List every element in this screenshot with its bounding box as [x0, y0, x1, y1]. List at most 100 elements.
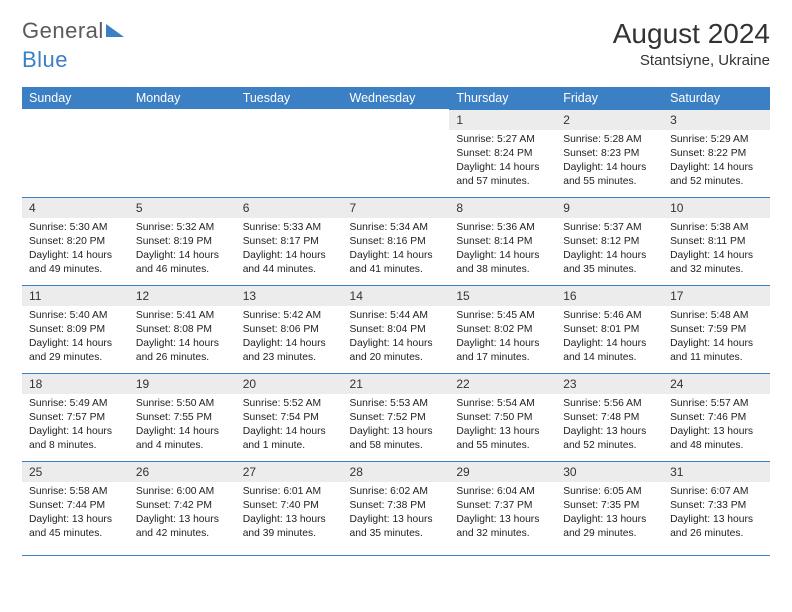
- sunset-text: Sunset: 7:48 PM: [563, 411, 656, 425]
- day-number: 11: [22, 285, 129, 306]
- sunrise-text: Sunrise: 5:30 AM: [29, 221, 122, 235]
- daylight-text: Daylight: 14 hours and 4 minutes.: [136, 425, 229, 453]
- day-number: 14: [343, 285, 450, 306]
- sunrise-text: Sunrise: 5:57 AM: [670, 397, 763, 411]
- day-number: 7: [343, 197, 450, 218]
- day-number: 25: [22, 461, 129, 482]
- sunrise-text: Sunrise: 5:27 AM: [456, 133, 549, 147]
- calendar-week: 4 Sunrise: 5:30 AMSunset: 8:20 PM Daylight…: [22, 197, 770, 285]
- day-header: Monday: [129, 87, 236, 109]
- brand-part2: Blue: [22, 47, 68, 73]
- sunrise-text: Sunrise: 5:50 AM: [136, 397, 229, 411]
- daylight-text: Daylight: 14 hours and 1 minute.: [243, 425, 336, 453]
- sunset-text: Sunset: 8:04 PM: [350, 323, 443, 337]
- daylight-text: Daylight: 14 hours and 29 minutes.: [29, 337, 122, 365]
- sunrise-text: Sunrise: 5:49 AM: [29, 397, 122, 411]
- daylight-text: Daylight: 14 hours and 38 minutes.: [456, 249, 549, 277]
- calendar-cell: 2Sunrise: 5:28 AMSunset: 8:23 PMDaylight…: [556, 109, 663, 197]
- daylight-text: Daylight: 14 hours and 14 minutes.: [563, 337, 656, 365]
- daylight-text: Daylight: 14 hours and 46 minutes.: [136, 249, 229, 277]
- day-number: 26: [129, 461, 236, 482]
- calendar-week: ........1Sunrise: 5:27 AMSunset: 8:24 PM…: [22, 109, 770, 197]
- daylight-text: Daylight: 14 hours and 20 minutes.: [350, 337, 443, 365]
- calendar-cell: 29Sunrise: 6:04 AMSunset: 7:37 PMDayligh…: [449, 461, 556, 555]
- title-block: August 2024 Stantsiyne, Ukraine: [613, 18, 770, 69]
- sunrise-text: Sunrise: 5:32 AM: [136, 221, 229, 235]
- calendar-cell: 16Sunrise: 5:46 AMSunset: 8:01 PMDayligh…: [556, 285, 663, 373]
- sunrise-text: Sunrise: 5:38 AM: [670, 221, 763, 235]
- day-details: Sunrise: 6:00 AMSunset: 7:42 PMDaylight:…: [129, 482, 236, 546]
- day-number: 22: [449, 373, 556, 394]
- sunrise-text: Sunrise: 5:53 AM: [350, 397, 443, 411]
- sunset-text: Sunset: 8:16 PM: [350, 235, 443, 249]
- day-details: Sunrise: 5:58 AMSunset: 7:44 PMDaylight:…: [22, 482, 129, 546]
- day-details: Sunrise: 5:56 AMSunset: 7:48 PMDaylight:…: [556, 394, 663, 458]
- calendar-cell: 14Sunrise: 5:44 AMSunset: 8:04 PMDayligh…: [343, 285, 450, 373]
- day-number: 4: [22, 197, 129, 218]
- calendar-cell: 9Sunrise: 5:37 AMSunset: 8:12 PMDaylight…: [556, 197, 663, 285]
- day-number: 1: [449, 109, 556, 130]
- calendar-cell: 27Sunrise: 6:01 AMSunset: 7:40 PMDayligh…: [236, 461, 343, 555]
- daylight-text: Daylight: 14 hours and 57 minutes.: [456, 161, 549, 189]
- day-number: 18: [22, 373, 129, 394]
- calendar-cell: 19Sunrise: 5:50 AMSunset: 7:55 PMDayligh…: [129, 373, 236, 461]
- daylight-text: Daylight: 14 hours and 32 minutes.: [670, 249, 763, 277]
- day-header: Sunday: [22, 87, 129, 109]
- calendar-cell: 12Sunrise: 5:41 AMSunset: 8:08 PMDayligh…: [129, 285, 236, 373]
- calendar-cell: 1Sunrise: 5:27 AMSunset: 8:24 PMDaylight…: [449, 109, 556, 197]
- daylight-text: Daylight: 14 hours and 55 minutes.: [563, 161, 656, 189]
- sunrise-text: Sunrise: 5:52 AM: [243, 397, 336, 411]
- calendar-cell: 7Sunrise: 5:34 AMSunset: 8:16 PMDaylight…: [343, 197, 450, 285]
- sunset-text: Sunset: 8:22 PM: [670, 147, 763, 161]
- day-details: Sunrise: 5:29 AMSunset: 8:22 PMDaylight:…: [663, 130, 770, 194]
- sunrise-text: Sunrise: 5:58 AM: [29, 485, 122, 499]
- day-number: 29: [449, 461, 556, 482]
- calendar-cell: 11Sunrise: 5:40 AMSunset: 8:09 PMDayligh…: [22, 285, 129, 373]
- calendar-cell: 13Sunrise: 5:42 AMSunset: 8:06 PMDayligh…: [236, 285, 343, 373]
- calendar-cell: 6Sunrise: 5:33 AMSunset: 8:17 PMDaylight…: [236, 197, 343, 285]
- day-number: 28: [343, 461, 450, 482]
- sunset-text: Sunset: 8:08 PM: [136, 323, 229, 337]
- day-number: 9: [556, 197, 663, 218]
- day-details: Sunrise: 5:49 AMSunset: 7:57 PMDaylight:…: [22, 394, 129, 458]
- calendar-cell: 20Sunrise: 5:52 AMSunset: 7:54 PMDayligh…: [236, 373, 343, 461]
- daylight-text: Daylight: 13 hours and 58 minutes.: [350, 425, 443, 453]
- sunrise-text: Sunrise: 5:41 AM: [136, 309, 229, 323]
- sunrise-text: Sunrise: 5:36 AM: [456, 221, 549, 235]
- sunrise-text: Sunrise: 5:29 AM: [670, 133, 763, 147]
- day-details: Sunrise: 5:57 AMSunset: 7:46 PMDaylight:…: [663, 394, 770, 458]
- day-number: 27: [236, 461, 343, 482]
- calendar-week: 18Sunrise: 5:49 AMSunset: 7:57 PMDayligh…: [22, 373, 770, 461]
- sunset-text: Sunset: 8:01 PM: [563, 323, 656, 337]
- day-details: Sunrise: 5:54 AMSunset: 7:50 PMDaylight:…: [449, 394, 556, 458]
- day-number: 30: [556, 461, 663, 482]
- day-details: Sunrise: 6:04 AMSunset: 7:37 PMDaylight:…: [449, 482, 556, 546]
- daylight-text: Daylight: 14 hours and 52 minutes.: [670, 161, 763, 189]
- sunset-text: Sunset: 7:57 PM: [29, 411, 122, 425]
- calendar-cell: 22Sunrise: 5:54 AMSunset: 7:50 PMDayligh…: [449, 373, 556, 461]
- day-number: 19: [129, 373, 236, 394]
- sunrise-text: Sunrise: 5:56 AM: [563, 397, 656, 411]
- calendar-cell: 17Sunrise: 5:48 AMSunset: 7:59 PMDayligh…: [663, 285, 770, 373]
- day-header: Thursday: [449, 87, 556, 109]
- daylight-text: Daylight: 13 hours and 42 minutes.: [136, 513, 229, 541]
- sunrise-text: Sunrise: 5:54 AM: [456, 397, 549, 411]
- calendar-cell: ..: [343, 109, 450, 197]
- sunset-text: Sunset: 8:20 PM: [29, 235, 122, 249]
- calendar-week: 11Sunrise: 5:40 AMSunset: 8:09 PMDayligh…: [22, 285, 770, 373]
- month-title: August 2024: [613, 18, 770, 50]
- day-number: 24: [663, 373, 770, 394]
- sunset-text: Sunset: 8:11 PM: [670, 235, 763, 249]
- daylight-text: Daylight: 13 hours and 35 minutes.: [350, 513, 443, 541]
- sunrise-text: Sunrise: 5:42 AM: [243, 309, 336, 323]
- sunrise-text: Sunrise: 5:37 AM: [563, 221, 656, 235]
- calendar-cell: 31Sunrise: 6:07 AMSunset: 7:33 PMDayligh…: [663, 461, 770, 555]
- brand-part1: General: [22, 18, 104, 44]
- sunset-text: Sunset: 8:14 PM: [456, 235, 549, 249]
- day-number: 21: [343, 373, 450, 394]
- day-header: Friday: [556, 87, 663, 109]
- sunset-text: Sunset: 8:23 PM: [563, 147, 656, 161]
- sunset-text: Sunset: 8:12 PM: [563, 235, 656, 249]
- day-details: Sunrise: 5:50 AMSunset: 7:55 PMDaylight:…: [129, 394, 236, 458]
- location-label: Stantsiyne, Ukraine: [613, 52, 770, 69]
